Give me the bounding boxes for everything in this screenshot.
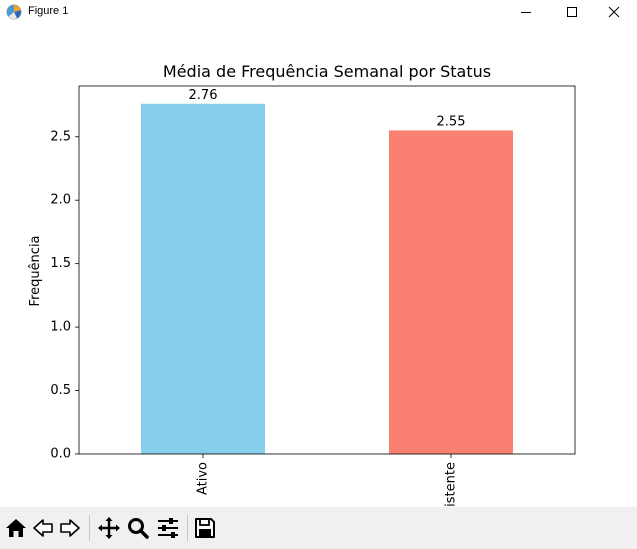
chart-title: Média de Frequência Semanal por Status [163, 62, 491, 81]
zoom-button[interactable] [126, 516, 150, 540]
minimize-icon [521, 12, 531, 13]
data-label: 2.76 [189, 88, 218, 103]
forward-icon [60, 519, 80, 537]
y-tick-label: 0.5 [50, 383, 71, 398]
close-button[interactable] [591, 0, 637, 24]
y-axis-label: Frequência [28, 235, 43, 306]
data-label-group: 2.76 2.55 [189, 88, 466, 130]
figure-canvas: Média de Frequência Semanal por Status F… [0, 24, 637, 532]
back-icon [33, 519, 53, 537]
maximize-icon [567, 7, 577, 17]
navigation-toolbar [0, 507, 637, 549]
minimize-button[interactable] [503, 0, 549, 24]
x-tick-label: Ativo [196, 462, 211, 495]
x-tick-label: Desistente [444, 462, 459, 507]
y-tick-label: 2.0 [50, 193, 71, 208]
matplotlib-app-icon [6, 4, 22, 20]
x-axis-ticks: Ativo Desistente [196, 454, 459, 532]
window-titlebar: Figure 1 [0, 0, 637, 24]
toolbar-separator [89, 515, 90, 541]
bar-group [141, 103, 513, 455]
y-tick-label: 1.5 [50, 256, 71, 271]
axes-frame [78, 85, 576, 455]
pan-button[interactable] [97, 516, 121, 540]
data-label: 2.55 [437, 114, 466, 129]
y-tick-label: 0.0 [50, 447, 71, 462]
bar-ativo [141, 103, 265, 455]
maximize-button[interactable] [549, 0, 595, 24]
window-title: Figure 1 [28, 5, 69, 17]
y-tick-label: 2.5 [50, 129, 71, 144]
y-axis-ticks: 0.0 0.5 1.0 1.5 2.0 2.5 [50, 129, 79, 462]
pan-icon [98, 517, 120, 539]
home-button[interactable] [4, 516, 28, 540]
y-tick-label: 1.0 [50, 320, 71, 335]
back-button[interactable] [31, 516, 55, 540]
bar-chart: Média de Frequência Semanal por Status F… [28, 62, 576, 532]
forward-button[interactable] [58, 516, 82, 540]
configure-subplots-icon [158, 518, 178, 538]
close-icon [608, 6, 620, 18]
configure-subplots-button[interactable] [156, 516, 180, 540]
save-button[interactable] [193, 516, 217, 540]
toolbar-separator [187, 515, 188, 541]
bar-desistente [389, 130, 513, 454]
zoom-icon [128, 518, 149, 539]
save-icon [195, 518, 215, 538]
home-icon [6, 519, 26, 537]
